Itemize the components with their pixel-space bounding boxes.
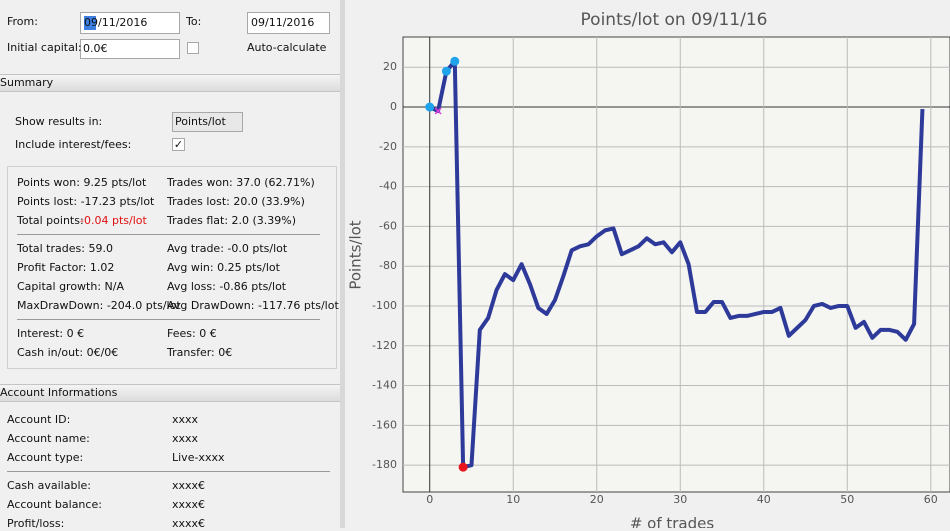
splitter[interactable] <box>340 0 345 528</box>
x-tick-label: 10 <box>506 493 520 506</box>
plot-area <box>402 36 950 493</box>
separator <box>7 471 330 472</box>
show-value: Points/lot <box>175 115 226 128</box>
to-label: To: <box>186 15 202 28</box>
to-date: 09/11/2016 <box>251 16 315 29</box>
include-checkbox[interactable]: ✓ <box>172 138 185 151</box>
stat: Capital growth: N/A <box>17 280 125 293</box>
x-tick-label: 50 <box>840 493 854 506</box>
account-field: xxxx <box>172 413 199 426</box>
stat: Points lost: -17.23 pts/lot <box>17 195 155 208</box>
stat: Fees: 0 € <box>167 327 217 340</box>
y-tick-label: -160 <box>372 418 397 431</box>
separator <box>17 234 320 235</box>
stat: Avg trade: -0.0 pts/lot <box>167 242 288 255</box>
account-field: Account name: <box>7 432 90 445</box>
stat: Total trades: 59.0 <box>17 242 113 255</box>
results-dropdown[interactable] <box>172 112 243 132</box>
account-field: xxxx€ <box>172 479 206 492</box>
stat: Cash in/out: 0€/0€ <box>17 346 119 359</box>
x-tick-label: 0 <box>426 493 433 506</box>
include-label: Include interest/fees: <box>15 138 132 151</box>
x-tick-label: 20 <box>590 493 604 506</box>
y-tick-label: 20 <box>383 60 397 73</box>
stat: MaxDrawDown: -204.0 pts/lot <box>17 299 181 312</box>
account-field: Account type: <box>7 451 84 464</box>
chart: Points/lot on 09/11/16 Points/lot # of t… <box>347 10 950 529</box>
marker <box>434 107 442 115</box>
capital-value: 0.0€ <box>83 42 108 55</box>
capital-label: Initial capital: <box>7 41 82 54</box>
y-tick-label: 0 <box>390 100 397 113</box>
stat: Avg DrawDown: -117.76 pts/lot <box>167 299 339 312</box>
stat: Transfer: 0€ <box>167 346 233 359</box>
marker <box>441 66 451 76</box>
account-field: Live-xxxx <box>172 451 225 464</box>
y-tick-label: -60 <box>379 219 397 232</box>
summary-title: Summary <box>0 76 54 89</box>
from-label: From: <box>7 15 38 28</box>
stat: Avg win: 0.25 pts/lot <box>167 261 280 274</box>
marker <box>450 56 460 66</box>
series-line <box>428 59 925 470</box>
from-date: 09/11/2016 <box>84 16 148 30</box>
stat: Trades flat: 2.0 (3.39%) <box>167 214 297 227</box>
account-field: xxxx <box>172 432 199 445</box>
stat: Profit Factor: 1.02 <box>17 261 115 274</box>
capital-box[interactable] <box>80 39 180 59</box>
stat-value: -0.04 pts/lot <box>80 214 147 227</box>
stat: Avg loss: -0.86 pts/lot <box>167 280 287 293</box>
x-axis-label: # of trades <box>630 515 715 529</box>
account-header <box>0 384 340 402</box>
chart-title: Points/lot on 09/11/16 <box>581 10 768 30</box>
to-date-box[interactable] <box>247 12 330 34</box>
stats-panel <box>7 166 337 369</box>
summary-header <box>0 74 340 92</box>
x-tick-label: 60 <box>924 493 938 506</box>
account-field: xxxx€ <box>172 517 206 530</box>
y-tick-label: -80 <box>379 259 397 272</box>
auto-checkbox[interactable] <box>187 42 199 54</box>
y-tick-label: -140 <box>372 379 397 392</box>
marker <box>458 462 468 472</box>
y-tick-label: -100 <box>372 299 397 312</box>
account-field: Account balance: <box>7 498 102 511</box>
y-tick-label: -120 <box>372 339 397 352</box>
y-tick-label: -40 <box>379 180 397 193</box>
x-tick-label: 40 <box>757 493 771 506</box>
separator <box>17 319 320 320</box>
stat: Points won: 9.25 pts/lot <box>17 176 147 189</box>
account-field: Cash available: <box>7 479 91 492</box>
stat: Interest: 0 € <box>17 327 85 340</box>
y-tick-label: -20 <box>379 140 397 153</box>
account-field: Account ID: <box>7 413 71 426</box>
stat: Trades won: 37.0 (62.71%) <box>167 176 315 189</box>
stat-label: Total points: <box>17 214 84 227</box>
y-axis-label: Points/lot <box>347 220 365 289</box>
stat: Trades lost: 20.0 (33.9%) <box>167 195 305 208</box>
account-field: xxxx€ <box>172 498 206 511</box>
y-tick-label: -180 <box>372 458 397 471</box>
show-label: Show results in: <box>15 115 103 128</box>
account-field: Profit/loss: <box>7 517 65 530</box>
x-tick-label: 30 <box>673 493 687 506</box>
marker <box>425 102 435 112</box>
account-title: Account Informations <box>0 386 118 399</box>
auto-label: Auto-calculate <box>247 41 327 54</box>
